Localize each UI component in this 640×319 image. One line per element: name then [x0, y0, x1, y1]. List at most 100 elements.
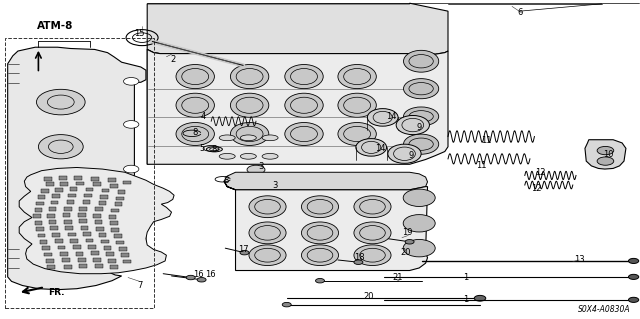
Bar — [79, 264, 87, 268]
Circle shape — [124, 121, 139, 128]
Text: 3: 3 — [273, 181, 278, 189]
Text: 20: 20 — [364, 292, 374, 300]
Ellipse shape — [404, 134, 439, 154]
Bar — [68, 194, 76, 197]
Text: 16: 16 — [205, 271, 215, 279]
Bar — [35, 208, 42, 212]
Bar — [35, 221, 42, 225]
Bar — [52, 233, 60, 237]
Ellipse shape — [403, 215, 435, 232]
Text: 11: 11 — [476, 161, 486, 170]
Bar — [74, 176, 82, 180]
Bar — [78, 213, 86, 217]
Bar — [63, 213, 70, 217]
Circle shape — [628, 258, 639, 263]
Bar — [67, 200, 74, 204]
Text: 14: 14 — [387, 112, 397, 121]
Circle shape — [354, 260, 363, 264]
Ellipse shape — [301, 196, 339, 218]
Ellipse shape — [301, 222, 339, 244]
Bar — [86, 188, 93, 191]
Circle shape — [124, 207, 139, 214]
Text: 13: 13 — [574, 255, 584, 263]
Text: 15: 15 — [134, 29, 145, 38]
Text: FR.: FR. — [48, 288, 65, 297]
Text: 12: 12 — [531, 184, 541, 193]
Text: 8: 8 — [193, 128, 198, 137]
Ellipse shape — [285, 93, 323, 117]
Circle shape — [597, 146, 614, 155]
Bar — [91, 177, 99, 181]
Ellipse shape — [230, 93, 269, 117]
Text: 17: 17 — [238, 245, 248, 254]
Circle shape — [282, 302, 291, 307]
Ellipse shape — [301, 245, 339, 265]
Bar — [64, 207, 72, 211]
Bar — [110, 184, 118, 188]
Bar — [52, 194, 60, 198]
Polygon shape — [585, 140, 626, 169]
Bar — [38, 234, 45, 237]
Bar — [55, 188, 63, 192]
Text: 9: 9 — [417, 123, 422, 132]
Text: 16: 16 — [193, 271, 204, 279]
Ellipse shape — [219, 153, 236, 159]
Bar — [73, 245, 81, 249]
Ellipse shape — [404, 79, 439, 99]
Bar — [123, 260, 131, 263]
Text: 7: 7 — [137, 281, 142, 290]
Bar — [95, 264, 103, 268]
Bar — [115, 202, 122, 206]
Ellipse shape — [176, 93, 214, 117]
Text: 20: 20 — [401, 248, 411, 256]
Bar — [91, 251, 99, 255]
Circle shape — [240, 250, 249, 255]
Bar — [118, 190, 125, 194]
Bar — [40, 240, 47, 244]
Bar — [60, 252, 68, 256]
Ellipse shape — [176, 122, 214, 145]
Ellipse shape — [249, 196, 286, 218]
Bar — [109, 215, 116, 219]
Bar — [119, 247, 127, 251]
Ellipse shape — [230, 64, 269, 89]
Bar — [41, 189, 49, 193]
Text: S0X4-A0830A: S0X4-A0830A — [578, 305, 630, 314]
Bar — [68, 233, 76, 236]
Bar — [38, 195, 45, 199]
Bar — [70, 187, 77, 191]
Bar — [88, 245, 96, 249]
Bar — [111, 209, 119, 212]
Polygon shape — [147, 3, 448, 54]
Ellipse shape — [367, 108, 398, 126]
Bar — [106, 252, 114, 256]
Ellipse shape — [354, 196, 391, 218]
Circle shape — [124, 165, 139, 173]
Bar — [78, 258, 86, 262]
Bar — [65, 226, 73, 230]
Bar — [93, 182, 101, 186]
Polygon shape — [147, 49, 448, 164]
Circle shape — [259, 179, 276, 188]
Bar — [44, 253, 52, 256]
Bar — [46, 182, 54, 186]
Ellipse shape — [388, 144, 421, 163]
Bar — [95, 207, 103, 211]
Bar — [102, 189, 109, 192]
Text: 5: 5 — [200, 144, 205, 153]
Bar — [114, 234, 122, 238]
Bar — [49, 207, 56, 211]
Text: 21: 21 — [393, 273, 403, 282]
Ellipse shape — [338, 64, 376, 89]
Ellipse shape — [241, 135, 256, 141]
Bar — [104, 246, 111, 250]
Text: 18: 18 — [354, 253, 364, 262]
Bar — [96, 227, 104, 231]
Ellipse shape — [285, 122, 323, 145]
Bar — [83, 200, 90, 204]
Bar — [70, 239, 78, 243]
Bar — [76, 252, 83, 256]
Ellipse shape — [206, 147, 223, 152]
Bar — [36, 202, 44, 205]
Bar — [93, 214, 101, 218]
